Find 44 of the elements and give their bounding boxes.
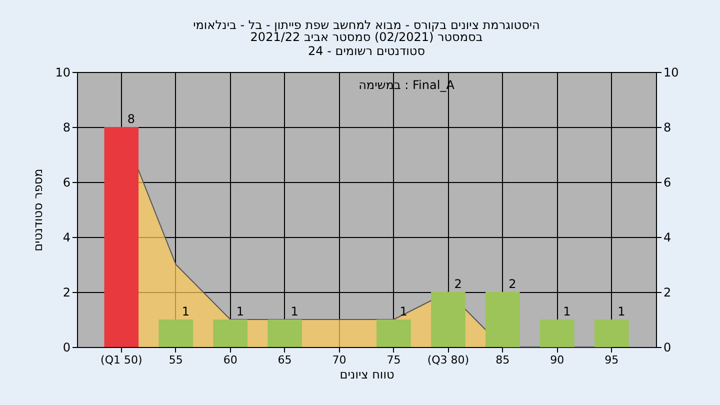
data-label: 1: [563, 304, 571, 318]
bar: [594, 320, 629, 347]
bar: [486, 292, 520, 347]
y-tick-label: 0: [62, 340, 70, 354]
x-tick-label: 90: [550, 354, 564, 366]
data-label: 1: [236, 304, 244, 318]
data-label: 1: [618, 304, 626, 318]
y2-tick-label: 10: [664, 66, 679, 80]
x-tick-label: 75: [386, 354, 401, 366]
bar: [540, 320, 574, 347]
bar: [431, 292, 466, 347]
data-label: 1: [400, 304, 408, 318]
x-tick-label: (Q1 50): [100, 354, 142, 366]
data-label: 1: [290, 304, 298, 318]
x-tick-label: 95: [604, 354, 619, 366]
y2-tick-label: 6: [664, 176, 672, 190]
x-tick-label: 85: [496, 354, 510, 366]
x-tick-label: 65: [278, 354, 292, 366]
y-tick-label: 6: [62, 176, 70, 190]
data-label: 8: [127, 112, 136, 126]
x-axis-title: טווח ציונים: [340, 368, 394, 382]
data-label: 2: [508, 277, 516, 291]
y2-tick-label: 4: [664, 230, 672, 244]
x-tick-label: (Q3 80): [427, 354, 470, 366]
y2-tick-label: 0: [664, 340, 672, 354]
y2-tick-label: 8: [664, 120, 672, 134]
y-tick-label: 10: [55, 66, 70, 80]
bar: [268, 320, 302, 347]
x-tick-label: 70: [332, 354, 346, 366]
bar: [158, 320, 194, 347]
y2-tick-label: 2: [664, 286, 672, 300]
y-tick-label: 2: [62, 286, 70, 300]
bar: [376, 320, 411, 347]
bar: [104, 127, 139, 347]
y-tick-label: 4: [62, 230, 70, 244]
y-tick-label: 8: [62, 120, 70, 134]
data-label: 1: [182, 304, 190, 318]
chart-title: היסטוגרמת ציונים בקורס - מבוא למחשב שפת פייתון - בל - בינלאומי: [193, 18, 540, 32]
chart-subtitle: בסמסטר (02/2021) סמסטר אביב 2021/22 סטודנטים רשומים - 24: [250, 30, 483, 58]
data-label: 2: [454, 277, 462, 291]
bar: [213, 320, 248, 347]
x-tick-label: 55: [168, 354, 183, 366]
y-axis-title: מספר סטודנטים: [31, 168, 46, 252]
x-tick-label: 60: [223, 354, 238, 366]
